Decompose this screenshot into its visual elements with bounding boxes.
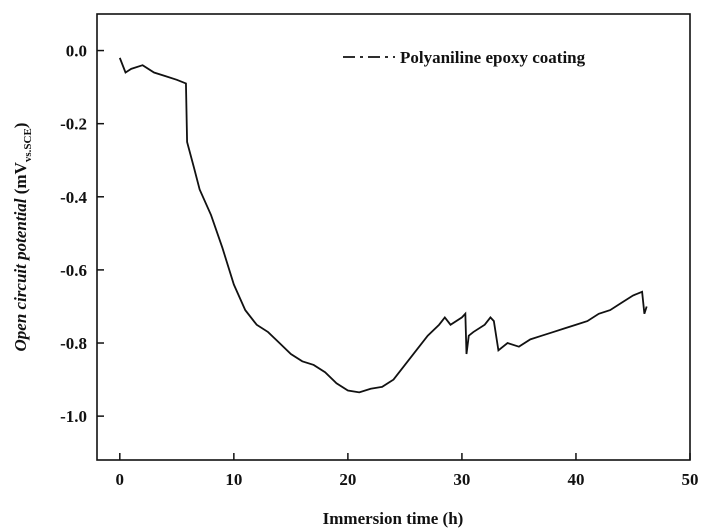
y-tick-label: -0.2	[60, 115, 87, 134]
y-tick-label: -1.0	[60, 407, 87, 426]
plot-frame	[96, 13, 691, 461]
y-label-close: )	[11, 123, 30, 129]
y-label-sub: vs.SCE	[22, 128, 34, 162]
y-tick-label: -0.8	[60, 334, 87, 353]
y-label-main: Open circuit potential	[11, 198, 30, 351]
line-series	[118, 57, 648, 394]
y-label-unit: (mV	[11, 161, 30, 194]
x-tick-label: 40	[567, 470, 584, 489]
y-tick-label: -0.6	[60, 261, 87, 280]
x-tick-label: 30	[453, 470, 470, 489]
y-tick-label: -0.4	[60, 188, 87, 207]
x-tick-label: 50	[682, 470, 699, 489]
legend-label: Polyaniline epoxy coating	[400, 48, 586, 67]
x-axis-label: Immersion time (h)	[323, 509, 464, 528]
x-tick-label: 10	[225, 470, 242, 489]
x-tick-label: 0	[116, 470, 125, 489]
x-tick-label: 20	[339, 470, 356, 489]
y-tick-label: 0.0	[66, 42, 87, 61]
y-axis-label: Open circuit potential (mVvs.SCE)	[11, 123, 34, 352]
